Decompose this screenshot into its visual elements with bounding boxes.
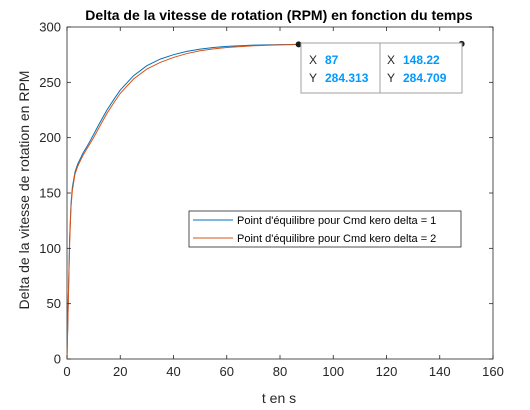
chart-title: Delta de la vitesse de rotation (RPM) en… — [85, 7, 473, 23]
y-tick-label: 300 — [39, 20, 61, 35]
legend-box — [188, 210, 462, 248]
datatip-1-x-label: X — [309, 53, 317, 67]
y-tick-label: 100 — [39, 241, 61, 256]
y-axis-ticks: 0 50 100 150 200 250 300 — [39, 20, 493, 367]
y-tick-label: 250 — [39, 75, 61, 90]
x-tick-label: 40 — [166, 364, 180, 379]
datatip-1[interactable]: X 87 Y 284.313 — [295, 41, 387, 94]
x-tick-label: 100 — [322, 364, 344, 379]
x-tick-label: 120 — [376, 364, 398, 379]
y-tick-label: 50 — [47, 296, 61, 311]
x-axis-ticks: 0 20 40 60 80 100 120 140 160 — [63, 27, 504, 379]
x-tick-label: 160 — [482, 364, 504, 379]
y-tick-label: 0 — [54, 352, 61, 367]
legend: Point d'équilibre pour Cmd kero delta = … — [188, 210, 462, 248]
datatip-1-box — [300, 42, 387, 94]
datatip-2-y-value: 284.709 — [403, 71, 447, 85]
datatip-1-y-label: Y — [309, 71, 317, 85]
y-tick-label: 150 — [39, 186, 61, 201]
y-axis-label: Delta de la vitesse de rotation en RPM — [16, 71, 32, 310]
y-tick-label: 200 — [39, 130, 61, 145]
datatip-2-x-value: 148.22 — [403, 53, 440, 67]
legend-entry-series-2: Point d'équilibre pour Cmd kero delta = … — [237, 233, 436, 245]
datatip-1-x-value: 87 — [325, 53, 339, 67]
x-tick-label: 140 — [429, 364, 451, 379]
datatip-2-y-label: Y — [387, 71, 395, 85]
x-axis-label: t en s — [262, 390, 296, 406]
x-tick-label: 20 — [113, 364, 127, 379]
x-tick-label: 80 — [273, 364, 287, 379]
x-tick-label: 0 — [63, 364, 70, 379]
datatip-1-marker — [295, 41, 302, 48]
series-lines — [66, 43, 462, 360]
series-line-2 — [66, 43, 462, 360]
datatip-2-x-label: X — [387, 53, 395, 67]
legend-entry-series-1: Point d'équilibre pour Cmd kero delta = … — [237, 215, 436, 227]
datatip-2[interactable]: X 148.22 Y 284.709 — [379, 40, 465, 94]
datatip-2-box — [379, 42, 463, 94]
datatip-1-y-value: 284.313 — [325, 71, 369, 85]
x-tick-label: 60 — [220, 364, 234, 379]
